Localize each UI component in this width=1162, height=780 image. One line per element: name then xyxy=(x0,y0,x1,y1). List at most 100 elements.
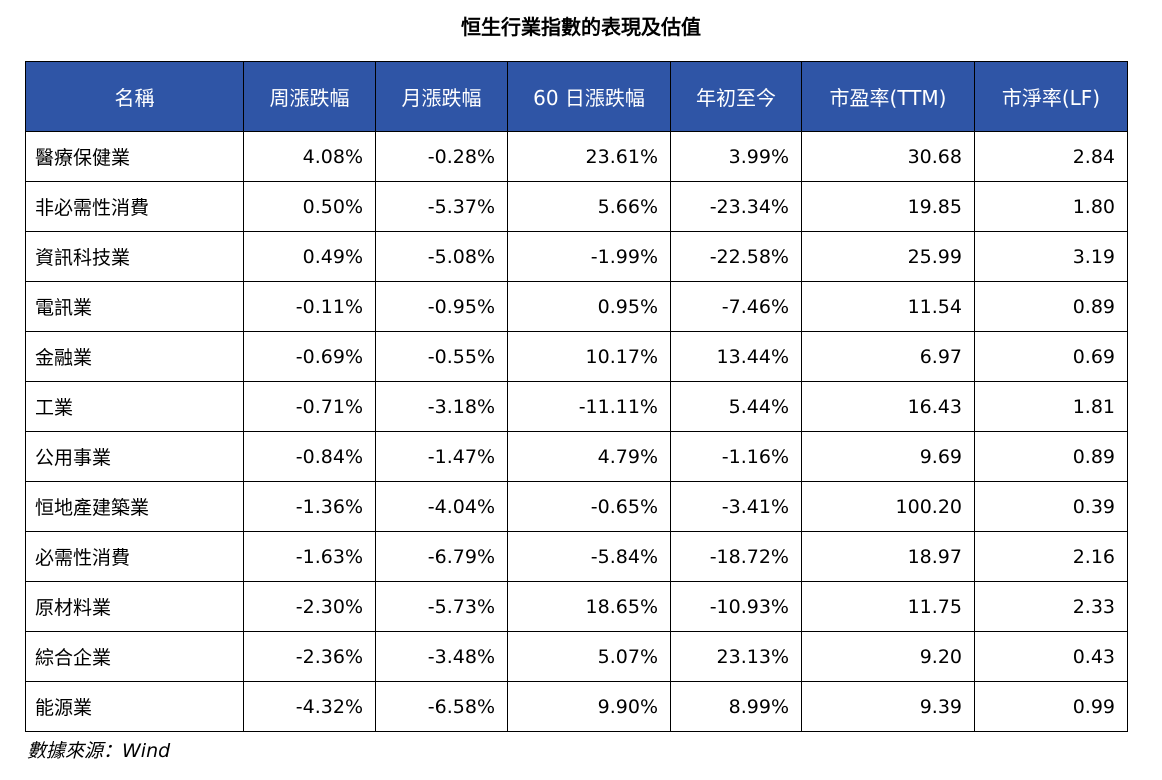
cell-monthly-change: -1.47% xyxy=(375,431,508,482)
cell-weekly-change: 0.50% xyxy=(243,181,376,232)
cell-pb-lf: 1.81 xyxy=(974,381,1128,432)
cell-60-day-change: 9.90% xyxy=(507,681,671,732)
cell-weekly-change: -0.84% xyxy=(243,431,376,482)
cell-weekly-change: 0.49% xyxy=(243,231,376,282)
cell-ytd-change: -22.58% xyxy=(670,231,802,282)
cell-60-day-change: 10.17% xyxy=(507,331,671,382)
table-row: 資訊科技業 0.49% -5.08% -1.99% -22.58% 25.99 3.19 xyxy=(25,231,1128,282)
cell-weekly-change: -4.32% xyxy=(243,681,376,732)
cell-sector-name: 恒地產建築業 xyxy=(25,481,244,532)
sector-performance-table: 名稱 周漲跌幅 月漲跌幅 60 日漲跌幅 年初至今 市盈率(TTM) 市淨率(L… xyxy=(25,61,1128,732)
cell-pe-ttm: 30.68 xyxy=(801,131,975,182)
cell-sector-name: 工業 xyxy=(25,381,244,432)
cell-monthly-change: -6.58% xyxy=(375,681,508,732)
page-title: 恒生行業指數的表現及估值 xyxy=(461,15,701,39)
cell-60-day-change: 5.66% xyxy=(507,181,671,232)
cell-monthly-change: -0.28% xyxy=(375,131,508,182)
cell-weekly-change: -1.63% xyxy=(243,531,376,582)
cell-60-day-change: 18.65% xyxy=(507,581,671,632)
table-row: 電訊業 -0.11% -0.95% 0.95% -7.46% 11.54 0.89 xyxy=(25,281,1128,332)
table-row: 醫療保健業 4.08% -0.28% 23.61% 3.99% 30.68 2.84 xyxy=(25,131,1128,182)
cell-ytd-change: -7.46% xyxy=(670,281,802,332)
cell-ytd-change: 23.13% xyxy=(670,631,802,682)
cell-60-day-change: -0.65% xyxy=(507,481,671,532)
cell-sector-name: 資訊科技業 xyxy=(25,231,244,282)
cell-monthly-change: -3.18% xyxy=(375,381,508,432)
cell-pe-ttm: 9.69 xyxy=(801,431,975,482)
cell-monthly-change: -3.48% xyxy=(375,631,508,682)
cell-monthly-change: -5.08% xyxy=(375,231,508,282)
cell-weekly-change: -2.36% xyxy=(243,631,376,682)
cell-ytd-change: 3.99% xyxy=(670,131,802,182)
cell-pb-lf: 0.89 xyxy=(974,431,1128,482)
cell-pe-ttm: 6.97 xyxy=(801,331,975,382)
column-header-ytd-change: 年初至今 xyxy=(670,61,802,132)
cell-ytd-change: -1.16% xyxy=(670,431,802,482)
table-row: 能源業 -4.32% -6.58% 9.90% 8.99% 9.39 0.99 xyxy=(25,681,1128,732)
cell-weekly-change: -1.36% xyxy=(243,481,376,532)
cell-monthly-change: -4.04% xyxy=(375,481,508,532)
cell-sector-name: 非必需性消費 xyxy=(25,181,244,232)
cell-60-day-change: 23.61% xyxy=(507,131,671,182)
cell-pe-ttm: 100.20 xyxy=(801,481,975,532)
cell-pb-lf: 0.69 xyxy=(974,331,1128,382)
cell-ytd-change: -10.93% xyxy=(670,581,802,632)
cell-pb-lf: 0.89 xyxy=(974,281,1128,332)
cell-ytd-change: -3.41% xyxy=(670,481,802,532)
cell-pe-ttm: 11.54 xyxy=(801,281,975,332)
cell-weekly-change: -0.11% xyxy=(243,281,376,332)
cell-pb-lf: 0.99 xyxy=(974,681,1128,732)
table-body: 醫療保健業 4.08% -0.28% 23.61% 3.99% 30.68 2.84 非必需性… xyxy=(25,131,1128,732)
cell-60-day-change: 5.07% xyxy=(507,631,671,682)
cell-weekly-change: -0.69% xyxy=(243,331,376,382)
table-row: 金融業 -0.69% -0.55% 10.17% 13.44% 6.97 0.69 xyxy=(25,331,1128,382)
cell-60-day-change: -11.11% xyxy=(507,381,671,432)
cell-60-day-change: -5.84% xyxy=(507,531,671,582)
cell-ytd-change: 8.99% xyxy=(670,681,802,732)
cell-monthly-change: -5.37% xyxy=(375,181,508,232)
column-header-pb-lf: 市淨率(LF) xyxy=(974,61,1128,132)
table-row: 必需性消費 -1.63% -6.79% -5.84% -18.72% 18.97 2.16 xyxy=(25,531,1128,582)
cell-ytd-change: 5.44% xyxy=(670,381,802,432)
cell-sector-name: 公用事業 xyxy=(25,431,244,482)
table-row: 恒地產建築業 -1.36% -4.04% -0.65% -3.41% 100.20 0.39 xyxy=(25,481,1128,532)
cell-pe-ttm: 25.99 xyxy=(801,231,975,282)
cell-60-day-change: 0.95% xyxy=(507,281,671,332)
cell-pb-lf: 3.19 xyxy=(974,231,1128,282)
cell-pb-lf: 0.39 xyxy=(974,481,1128,532)
table-header-row: 名稱 周漲跌幅 月漲跌幅 60 日漲跌幅 年初至今 市盈率(TTM) 市淨率(L… xyxy=(25,61,1128,132)
cell-sector-name: 醫療保健業 xyxy=(25,131,244,182)
column-header-monthly-change: 月漲跌幅 xyxy=(375,61,508,132)
column-header-60-day-change: 60 日漲跌幅 xyxy=(507,61,671,132)
cell-sector-name: 電訊業 xyxy=(25,281,244,332)
data-source-note: 數據來源：Wind xyxy=(27,740,171,762)
cell-pb-lf: 2.16 xyxy=(974,531,1128,582)
cell-pe-ttm: 11.75 xyxy=(801,581,975,632)
cell-weekly-change: -2.30% xyxy=(243,581,376,632)
cell-60-day-change: 4.79% xyxy=(507,431,671,482)
table-row: 原材料業 -2.30% -5.73% 18.65% -10.93% 11.75 2.33 xyxy=(25,581,1128,632)
cell-sector-name: 金融業 xyxy=(25,331,244,382)
cell-sector-name: 綜合企業 xyxy=(25,631,244,682)
table-row: 公用事業 -0.84% -1.47% 4.79% -1.16% 9.69 0.89 xyxy=(25,431,1128,482)
cell-monthly-change: -0.95% xyxy=(375,281,508,332)
cell-weekly-change: 4.08% xyxy=(243,131,376,182)
column-header-name: 名稱 xyxy=(25,61,244,132)
table-row: 工業 -0.71% -3.18% -11.11% 5.44% 16.43 1.81 xyxy=(25,381,1128,432)
cell-pe-ttm: 18.97 xyxy=(801,531,975,582)
cell-ytd-change: -18.72% xyxy=(670,531,802,582)
cell-pb-lf: 2.33 xyxy=(974,581,1128,632)
cell-monthly-change: -5.73% xyxy=(375,581,508,632)
cell-pe-ttm: 16.43 xyxy=(801,381,975,432)
cell-pb-lf: 0.43 xyxy=(974,631,1128,682)
cell-60-day-change: -1.99% xyxy=(507,231,671,282)
column-header-weekly-change: 周漲跌幅 xyxy=(243,61,376,132)
cell-sector-name: 能源業 xyxy=(25,681,244,732)
column-header-pe-ttm: 市盈率(TTM) xyxy=(801,61,975,132)
cell-monthly-change: -6.79% xyxy=(375,531,508,582)
cell-pb-lf: 2.84 xyxy=(974,131,1128,182)
table-row: 綜合企業 -2.36% -3.48% 5.07% 23.13% 9.20 0.43 xyxy=(25,631,1128,682)
cell-pe-ttm: 9.39 xyxy=(801,681,975,732)
cell-sector-name: 必需性消費 xyxy=(25,531,244,582)
cell-pe-ttm: 19.85 xyxy=(801,181,975,232)
